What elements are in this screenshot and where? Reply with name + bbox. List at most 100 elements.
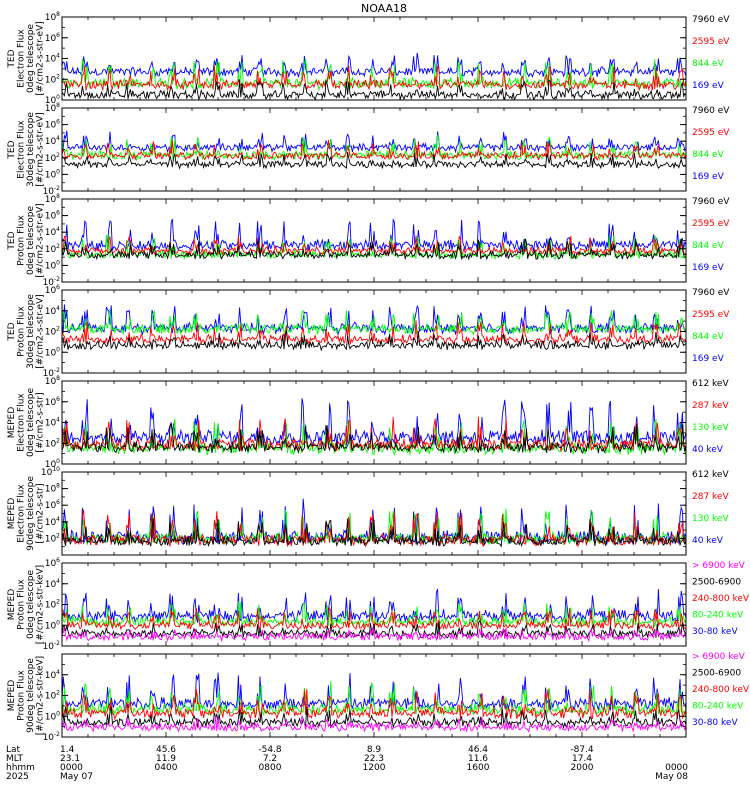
x-tick-lat: 1.4 bbox=[60, 745, 75, 755]
y-tick-label: 10-2 bbox=[43, 640, 61, 652]
x-tick-mlt: 11.9 bbox=[156, 754, 176, 764]
legend-entry: 844 eV bbox=[692, 332, 725, 342]
y-axis-label-line: [#/cm2-s-str-keV] bbox=[36, 656, 46, 735]
y-tick-label: 100 bbox=[45, 710, 60, 722]
x-tick-lat: -54.8 bbox=[258, 745, 282, 755]
x-tick-hhmm: 0000 bbox=[665, 763, 688, 773]
y-axis-label: MEPEDProton Flux90deg telescope[#/cm2-s-… bbox=[7, 656, 46, 735]
y-axis-label-line: 0deg telescope bbox=[26, 388, 36, 458]
x-row-label-lat: Lat bbox=[6, 745, 21, 755]
y-tick-label: 106 bbox=[45, 32, 60, 44]
panel-series-group bbox=[62, 304, 686, 352]
legend-entry: 169 eV bbox=[692, 172, 725, 182]
series-line-red bbox=[62, 688, 686, 721]
panel-series-group bbox=[62, 588, 686, 643]
legend-entry: 844 eV bbox=[692, 150, 725, 160]
y-tick-label: 106 bbox=[45, 557, 60, 569]
series-line-red bbox=[62, 320, 686, 346]
y-tick-label: 100 bbox=[45, 458, 60, 470]
x-tick-hhmm: 2000 bbox=[571, 763, 594, 773]
legend-entry: > 6900 keV bbox=[692, 561, 746, 571]
y-tick-label: 108 bbox=[45, 11, 60, 23]
y-axis-label-line: MEPED bbox=[7, 589, 17, 621]
legend-entry: 169 eV bbox=[692, 263, 725, 273]
panel-series-group bbox=[62, 218, 686, 261]
x-tick-lat: 45.6 bbox=[156, 745, 176, 755]
y-tick-label: 10-2 bbox=[43, 185, 61, 197]
y-tick-label: 108 bbox=[45, 483, 60, 495]
y-tick-label: 106 bbox=[45, 499, 60, 511]
legend-entry: 30-80 keV bbox=[692, 718, 738, 728]
y-axis-label: MEPEDProton Flux0deg telescope[#/cm2-s-s… bbox=[7, 565, 46, 644]
y-axis-label-line: [#/cm2-s-str] bbox=[36, 392, 46, 452]
x-tick-hhmm: 1600 bbox=[467, 763, 490, 773]
y-axis-label-line: Proton Flux bbox=[17, 670, 27, 721]
legend-entry: 2500-6900 bbox=[692, 578, 741, 588]
x-tick-lat: -87.4 bbox=[570, 745, 594, 755]
y-axis-label-line: [#/cm2-s-str-keV] bbox=[36, 565, 46, 644]
x-row-label-year: 2025 bbox=[6, 772, 29, 782]
panel-frame bbox=[61, 107, 687, 192]
x-tick-lat: 46.4 bbox=[468, 745, 488, 755]
series-line-black bbox=[62, 706, 686, 729]
y-tick-label: 102 bbox=[45, 599, 60, 611]
y-axis-label-line: 30deg telescope bbox=[26, 112, 36, 187]
panel-frame bbox=[61, 198, 687, 283]
y-axis-label-line: TED bbox=[7, 231, 17, 250]
x-row-label-hhmm: hhmm bbox=[6, 763, 35, 773]
x-tick-lat: 8.9 bbox=[367, 745, 382, 755]
y-axis-label-line: 90deg telescope bbox=[26, 476, 36, 551]
x-tick-hhmm: 0000 bbox=[60, 763, 83, 773]
series-line-green bbox=[62, 309, 686, 336]
series-line-red bbox=[62, 509, 686, 548]
panel-series-group bbox=[62, 498, 686, 548]
figure-title: NOAA18 bbox=[361, 2, 407, 15]
x-tick-mlt: 17.4 bbox=[572, 754, 592, 764]
legend-entry: 240-800 keV bbox=[692, 594, 750, 604]
series-line-blue bbox=[62, 52, 686, 79]
y-tick-label: 10-2 bbox=[43, 367, 61, 379]
legend-entry: 80-240 keV bbox=[692, 702, 744, 712]
y-tick-label: 100 bbox=[45, 168, 60, 180]
x-tick-date: May 07 bbox=[60, 772, 93, 782]
y-axis-label-line: Proton Flux bbox=[17, 215, 27, 266]
x-tick-mlt: 22.3 bbox=[364, 754, 384, 764]
x-tick-hhmm: 0800 bbox=[259, 763, 282, 773]
series-line-blue bbox=[62, 130, 686, 154]
panel-series-group bbox=[62, 398, 686, 456]
legend-entry: 844 eV bbox=[692, 59, 725, 69]
legend-entry: 2500-6900 bbox=[692, 669, 741, 679]
y-tick-label: 106 bbox=[45, 284, 60, 296]
series-line-green bbox=[62, 681, 686, 717]
series-line-black bbox=[62, 423, 686, 455]
y-axis-label: TEDProton Flux30deg telescope[#/cm2-s-st… bbox=[7, 294, 46, 369]
y-tick-label: 104 bbox=[45, 305, 60, 317]
legend-entry: 2595 eV bbox=[692, 128, 730, 138]
y-tick-label: 100 bbox=[45, 94, 60, 106]
y-axis-label: TEDElectron Flux0deg telescope[#/cm2-s-s… bbox=[7, 21, 46, 96]
legend-entry: 40 keV bbox=[692, 445, 724, 455]
x-row-label-mlt: MLT bbox=[6, 754, 24, 764]
y-axis-label: MEPEDElectron Flux90deg telescope[#/cm2-… bbox=[7, 476, 46, 551]
legend-entry: 130 keV bbox=[692, 423, 729, 433]
series-line-black bbox=[62, 620, 686, 641]
y-axis-label-line: [#/cm2-s-str-eV] bbox=[36, 294, 46, 369]
y-tick-label: 102 bbox=[45, 532, 60, 544]
y-tick-label: 108 bbox=[45, 375, 60, 387]
y-tick-label: 106 bbox=[45, 210, 60, 222]
legend-entry: 612 keV bbox=[692, 379, 729, 389]
y-tick-label: 102 bbox=[45, 243, 60, 255]
legend-entry: > 6900 keV bbox=[692, 652, 746, 662]
x-tick-mlt: 11.6 bbox=[468, 754, 488, 764]
legend-entry: 7960 eV bbox=[692, 106, 730, 116]
y-tick-label: 104 bbox=[45, 516, 60, 528]
y-tick-label: 1010 bbox=[41, 466, 60, 478]
y-tick-label: 100 bbox=[45, 619, 60, 631]
legend-entry: 240-800 keV bbox=[692, 685, 750, 695]
x-tick-hhmm: 0400 bbox=[155, 763, 178, 773]
